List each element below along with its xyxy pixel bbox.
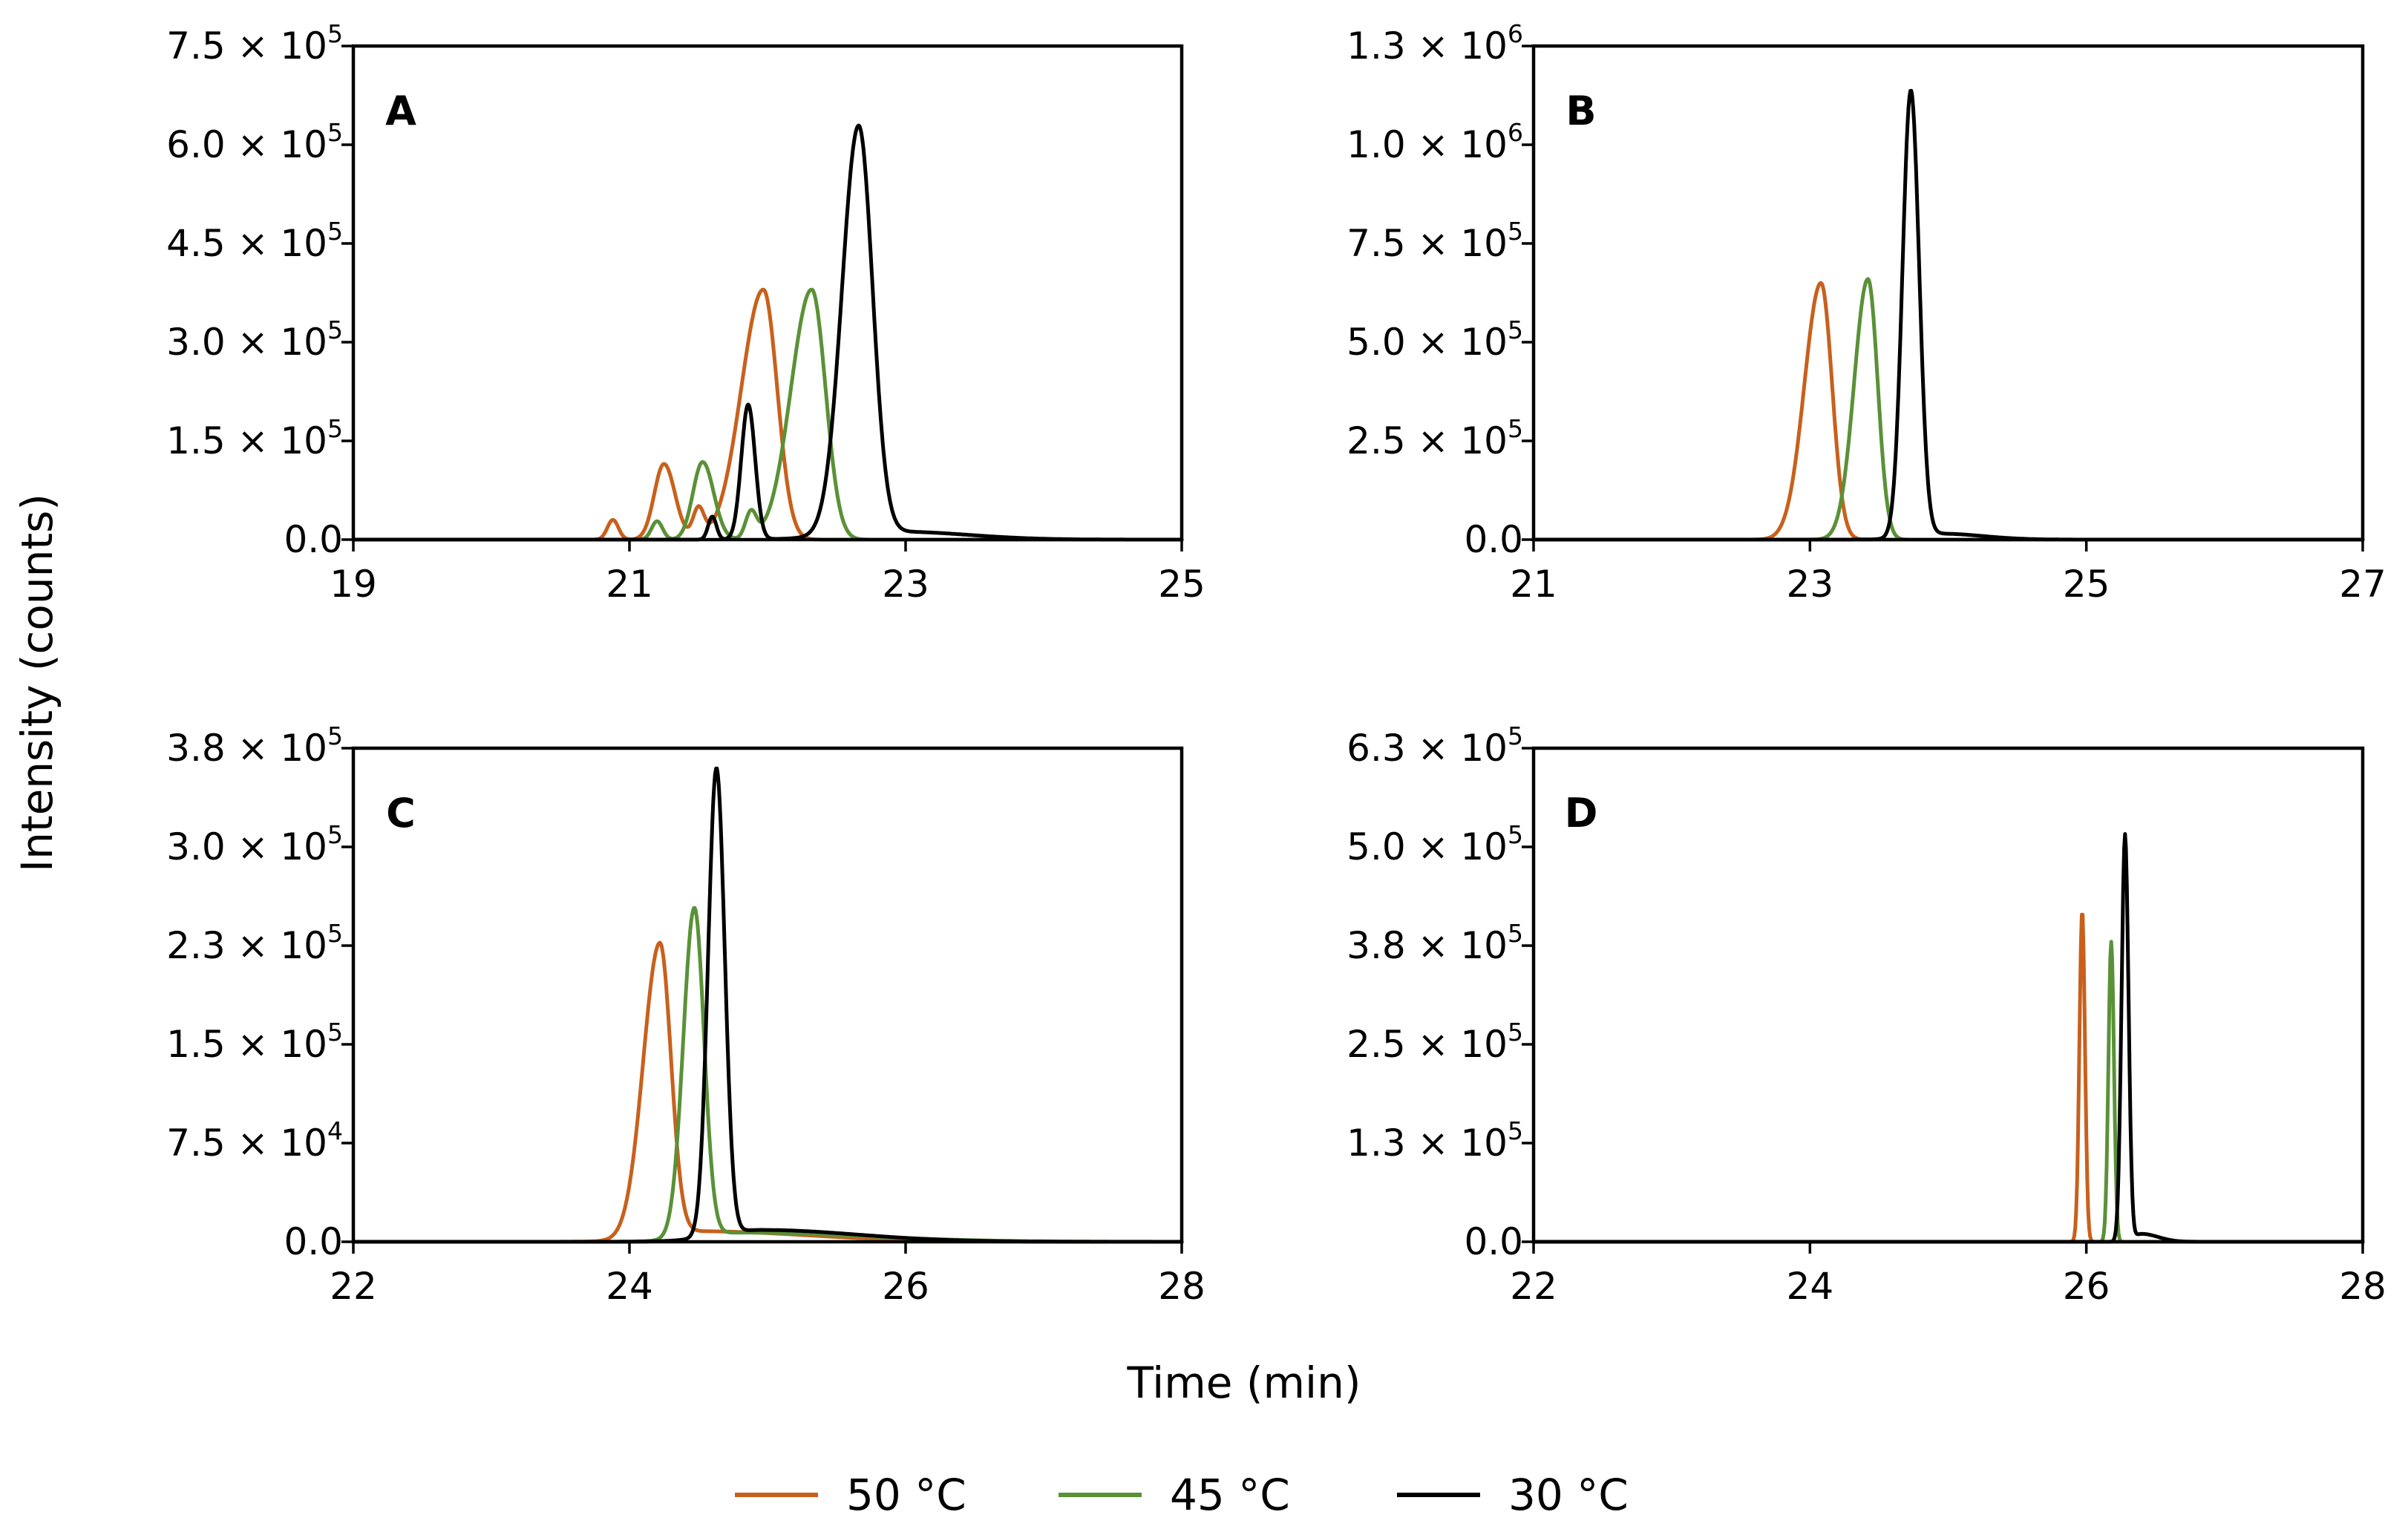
panel-b-xtick-label: 27 — [2339, 563, 2386, 606]
chart-panels: 19 21 23 25 0.0 1.5 × 105 3.0 × 105 4.5 × 105 6.… — [166, 19, 2386, 1308]
panel-a-ytick-label: 7.5 × 105 — [166, 19, 343, 68]
panel-b-series-30c — [1531, 88, 2365, 542]
panel-d-xtick-label: 28 — [2339, 1265, 2386, 1308]
panel-c-ytick-label: 2.3 × 105 — [166, 919, 343, 967]
legend: 50 °C 45 °C 30 °C — [735, 1470, 1629, 1520]
panel-d-series-50c — [1531, 912, 2365, 1244]
panel-c: 22 24 26 28 0.0 7.5 × 104 1.5 × 105 2.3 × 105 3.… — [166, 721, 1205, 1308]
panel-c-frame — [351, 746, 1184, 1244]
panel-b-xtick-label: 25 — [2063, 563, 2110, 606]
panel-d-xtick-label: 26 — [2063, 1265, 2110, 1308]
panel-d-frame — [1531, 746, 2365, 1244]
x-axis-title: Time (min) — [1126, 1358, 1361, 1408]
panel-a-series — [351, 123, 1184, 542]
panel-b-frame — [1531, 44, 2365, 542]
panel-a-ytick-label: 6.0 × 105 — [166, 118, 343, 166]
panel-c-ytick-label: 0.0 — [284, 1220, 343, 1263]
panel-d-label: D — [1565, 790, 1598, 837]
panel-d-ytick-label: 3.8 × 105 — [1347, 919, 1523, 967]
panel-b-ytick-label: 0.0 — [1464, 518, 1523, 561]
y-axis-title: Intensity (counts) — [12, 494, 62, 872]
panel-a-ytick-label: 3.0 × 105 — [166, 315, 343, 364]
panel-c-series-30c — [351, 766, 1184, 1244]
panel-d-xtick-label: 22 — [1510, 1265, 1557, 1308]
panel-d-series — [1531, 832, 2365, 1244]
panel-a-frame — [351, 44, 1184, 542]
panel-c-xtick-label: 24 — [606, 1265, 653, 1308]
panel-a: 19 21 23 25 0.0 1.5 × 105 3.0 × 105 4.5 × 105 6.… — [166, 19, 1205, 606]
panel-b-ytick-label: 1.3 × 106 — [1347, 19, 1523, 68]
panel-b-xtick-label: 23 — [1787, 563, 1834, 606]
panel-b-ytick-label: 1.0 × 106 — [1347, 118, 1523, 166]
legend-item-50c: 50 °C — [735, 1470, 966, 1520]
panel-c-series-50c — [351, 940, 1184, 1244]
panel-a-xtick-label: 23 — [882, 563, 929, 606]
panel-b-xtick-label: 21 — [1510, 563, 1557, 606]
panel-d-ytick-label: 5.0 × 105 — [1347, 820, 1523, 868]
panel-d-series-30c — [1531, 832, 2365, 1244]
panel-a-xtick-label: 25 — [1158, 563, 1205, 606]
panel-d: 22 24 26 28 0.0 1.3 × 105 2.5 × 105 3.8 × 105 5.… — [1347, 721, 2386, 1308]
legend-item-30c: 30 °C — [1397, 1470, 1629, 1520]
panel-b-series-45c — [1531, 277, 2365, 542]
panel-c-xtick-label: 22 — [330, 1265, 377, 1308]
panel-c-ytick-label: 3.0 × 105 — [166, 820, 343, 868]
panel-c-ytick-label: 1.5 × 105 — [166, 1018, 343, 1066]
panel-c-label: C — [386, 790, 416, 837]
legend-label: 30 °C — [1508, 1470, 1629, 1520]
panel-b-ytick-label: 2.5 × 105 — [1347, 414, 1523, 462]
panel-a-xtick-label: 21 — [606, 563, 653, 606]
panel-c-ytick-label: 7.5 × 104 — [166, 1116, 343, 1165]
legend-item-45c: 45 °C — [1059, 1470, 1290, 1520]
panel-c-series — [351, 766, 1184, 1244]
panel-d-ytick-label: 6.3 × 105 — [1347, 721, 1523, 770]
panel-b-series — [1531, 88, 2365, 542]
panel-c-ytick-label: 3.8 × 105 — [166, 721, 343, 770]
panel-a-series-50c — [351, 287, 1184, 542]
panel-c-xtick-label: 26 — [882, 1265, 929, 1308]
panel-b-label: B — [1565, 88, 1596, 134]
panel-d-series-45c — [1531, 940, 2365, 1244]
panel-a-xtick-label: 19 — [330, 563, 377, 606]
legend-label: 50 °C — [846, 1470, 966, 1520]
panel-c-xtick-label: 28 — [1158, 1265, 1205, 1308]
panel-a-ytick-label: 1.5 × 105 — [166, 414, 343, 462]
panel-a-label: A — [385, 88, 416, 134]
panel-d-ytick-label: 1.3 × 105 — [1347, 1116, 1523, 1165]
panel-b-ytick-label: 7.5 × 105 — [1347, 217, 1523, 265]
panel-b-ytick-label: 5.0 × 105 — [1347, 315, 1523, 364]
panel-d-xtick-label: 24 — [1787, 1265, 1834, 1308]
panel-a-ytick-label: 0.0 — [284, 518, 343, 561]
panel-a-series-30c — [351, 123, 1184, 542]
panel-d-ytick-label: 0.0 — [1464, 1220, 1523, 1263]
panel-a-series-45c — [351, 287, 1184, 542]
panel-a-ytick-label: 4.5 × 105 — [166, 217, 343, 265]
panel-b: 21 23 25 27 0.0 2.5 × 105 5.0 × 105 7.5 × 105 1.… — [1347, 19, 2386, 606]
panel-c-series-45c — [351, 906, 1184, 1244]
panel-d-ytick-label: 2.5 × 105 — [1347, 1018, 1523, 1066]
panel-b-series-50c — [1531, 281, 2365, 542]
legend-label: 45 °C — [1170, 1470, 1290, 1520]
